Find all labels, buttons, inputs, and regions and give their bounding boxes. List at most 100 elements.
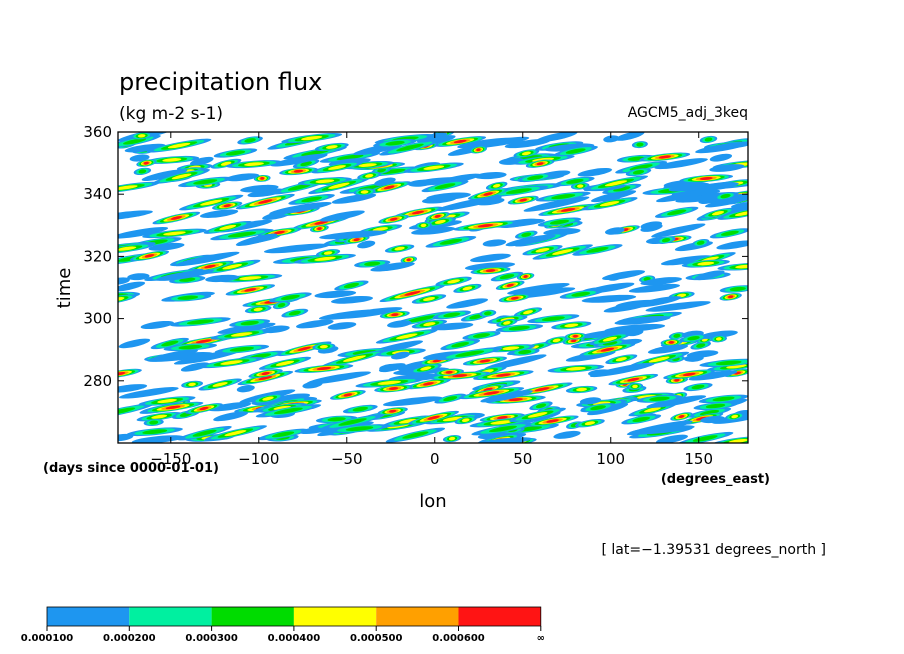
precip-contour bbox=[170, 216, 183, 220]
y-tick-label: 340 bbox=[83, 185, 112, 203]
precip-cell bbox=[378, 214, 410, 224]
precip-cell bbox=[565, 385, 598, 394]
precip-contour bbox=[661, 237, 671, 243]
precip-cell bbox=[253, 174, 271, 182]
precip-contour bbox=[306, 371, 371, 385]
precip-contour bbox=[505, 234, 556, 247]
precip-contour bbox=[443, 396, 458, 402]
precip-contour bbox=[589, 362, 655, 378]
plot-frame bbox=[117, 131, 749, 444]
precip-contour bbox=[461, 418, 470, 423]
precip-contour bbox=[462, 286, 473, 291]
precip-cell bbox=[615, 299, 658, 309]
precip-contour bbox=[144, 254, 155, 258]
precip-contour bbox=[646, 395, 707, 408]
precip-contour bbox=[696, 240, 705, 245]
precip-contour bbox=[678, 414, 685, 419]
precip-cell bbox=[513, 307, 543, 318]
precip-cell bbox=[334, 280, 369, 291]
precip-contour bbox=[343, 355, 366, 362]
precip-cell bbox=[579, 343, 636, 357]
precip-contour bbox=[163, 231, 186, 236]
precip-cell bbox=[118, 387, 179, 399]
precip-cell bbox=[379, 310, 410, 319]
precip-cell bbox=[656, 236, 676, 244]
precip-contour bbox=[632, 170, 645, 175]
precip-cell bbox=[645, 301, 711, 312]
precip-cell bbox=[415, 221, 432, 229]
colorbar-swatch bbox=[458, 607, 541, 626]
precip-contour bbox=[423, 382, 434, 386]
precip-contour bbox=[247, 188, 285, 198]
precip-contour bbox=[314, 256, 336, 261]
precip-contour bbox=[273, 405, 291, 410]
precip-contour bbox=[614, 315, 671, 325]
precip-contour bbox=[523, 275, 528, 278]
precip-contour bbox=[165, 405, 181, 410]
precip-cell bbox=[421, 180, 469, 193]
precip-cell bbox=[626, 382, 644, 390]
precip-contour bbox=[455, 350, 485, 357]
precip-cell bbox=[198, 378, 242, 391]
precip-contour bbox=[735, 264, 748, 269]
precip-contour bbox=[225, 173, 260, 182]
precip-cell bbox=[205, 274, 240, 283]
precip-contour bbox=[521, 151, 531, 156]
precip-cell bbox=[683, 382, 713, 392]
precip-cell bbox=[462, 356, 508, 366]
precip-contour bbox=[571, 291, 591, 297]
precip-contour bbox=[140, 320, 174, 330]
precip-cell bbox=[210, 329, 273, 340]
precip-cell bbox=[482, 239, 507, 247]
precip-contour bbox=[287, 183, 312, 191]
precip-contour bbox=[496, 373, 511, 377]
precip-cell bbox=[210, 228, 274, 241]
precip-contour bbox=[357, 240, 376, 249]
precip-contour bbox=[615, 132, 645, 141]
precip-contour bbox=[301, 135, 323, 141]
precip-cell bbox=[314, 290, 357, 299]
precip-contour bbox=[647, 344, 689, 354]
precip-contour bbox=[715, 360, 742, 366]
precip-cell bbox=[164, 293, 212, 302]
precip-contour bbox=[157, 398, 177, 404]
precip-cell bbox=[118, 403, 154, 419]
precip-contour bbox=[244, 288, 257, 292]
precip-contour bbox=[301, 196, 322, 203]
precip-cell bbox=[136, 411, 182, 422]
precip-contour bbox=[571, 339, 577, 343]
x-axis-units: (degrees_east) bbox=[661, 472, 770, 487]
precip-contour bbox=[632, 384, 638, 389]
precip-contour bbox=[319, 210, 365, 222]
precip-contour bbox=[137, 134, 146, 138]
precip-contour bbox=[658, 155, 671, 159]
precip-cell bbox=[367, 181, 412, 194]
precip-contour bbox=[261, 371, 270, 376]
precip-contour bbox=[474, 172, 507, 180]
precip-contour bbox=[217, 322, 276, 334]
precip-contour bbox=[728, 295, 734, 299]
precip-cell bbox=[639, 152, 691, 162]
precip-contour bbox=[442, 416, 463, 422]
precip-cell bbox=[575, 418, 605, 428]
precip-contour bbox=[314, 290, 357, 299]
precip-contour bbox=[472, 333, 491, 338]
precip-contour bbox=[274, 230, 285, 235]
x-tick-label: 150 bbox=[684, 450, 713, 468]
precip-cell bbox=[288, 194, 335, 205]
precip-cell bbox=[144, 155, 200, 164]
precip-contour bbox=[212, 382, 228, 387]
precip-contour bbox=[502, 346, 520, 351]
colorbar-label: 0.000300 bbox=[185, 633, 238, 644]
precip-cell bbox=[498, 294, 531, 303]
precip-contour bbox=[200, 199, 223, 206]
precip-contour bbox=[535, 248, 550, 253]
precip-contour bbox=[544, 143, 595, 152]
precip-contour bbox=[118, 246, 137, 251]
precip-contour bbox=[262, 396, 274, 401]
precip-contour bbox=[484, 311, 492, 316]
precip-cell bbox=[605, 227, 625, 235]
precip-contour bbox=[301, 149, 330, 156]
precip-contour bbox=[325, 145, 338, 149]
precip-cell bbox=[603, 135, 620, 143]
